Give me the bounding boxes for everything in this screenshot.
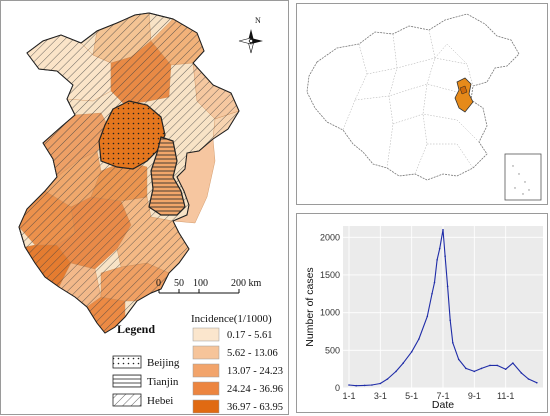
chart-y-tick-label: 2000 — [320, 232, 340, 242]
chart-data-point — [504, 368, 507, 370]
chart-data-point — [452, 342, 454, 344]
incidence-swatch-5 — [192, 399, 220, 414]
incidence-swatch-1 — [192, 327, 220, 342]
chart-x-axis: 1-1 3-1 5-1 7-1 9-1 11-1 — [342, 391, 514, 401]
chart-data-point — [442, 229, 444, 231]
chart-data-point — [433, 281, 436, 284]
incidence-class-label-5: 36.97 - 63.95 — [227, 402, 283, 413]
north-arrow-label: N — [255, 16, 261, 25]
chart-data-point — [480, 367, 483, 370]
incidence-class-1: 0.17 - 5.61 — [192, 327, 273, 342]
legend-title: Legend — [117, 322, 155, 336]
scale-bar: 0 50 100 200 km — [156, 278, 262, 294]
chart-y-tick-label: 0 — [335, 383, 340, 393]
chart-x-tick-label: 11-1 — [497, 391, 514, 401]
chart-data-point — [402, 362, 404, 364]
incidence-class-5: 36.97 - 63.95 — [192, 399, 283, 414]
incidence-class-label-1: 0.17 - 5.61 — [227, 330, 273, 341]
legend-beijing-label: Beijing — [147, 357, 180, 369]
chart-grid — [343, 226, 543, 389]
beijing-dot-pattern — [99, 101, 165, 169]
case-timeseries-chart: 0 500 1000 1500 2000 1-1 3-1 5-1 7-1 9-1 11-1 Dat… — [304, 226, 543, 411]
chart-data-point — [489, 364, 491, 367]
legend-hebei: Hebei — [112, 393, 173, 407]
chart-data-point — [449, 319, 451, 321]
incidence-swatch-3 — [192, 363, 220, 378]
chart-series-layer — [348, 229, 538, 387]
chart-data-point — [426, 315, 429, 318]
chart-data-point — [379, 382, 382, 385]
incidence-class-2: 5.62 - 13.06 — [192, 345, 278, 360]
incidence-class-4: 24.24 - 36.96 — [192, 381, 283, 396]
chart-x-tick-label: 9-1 — [468, 391, 481, 401]
chart-data-point — [473, 370, 476, 373]
hebei-hatch-overlay — [18, 12, 240, 334]
legend-tianjin: Tianjin — [112, 374, 179, 388]
chart-x-axis-title: Date — [432, 399, 454, 411]
scale-label-100: 100 — [193, 278, 208, 289]
chart-data-point — [410, 351, 413, 353]
chart-data-point — [363, 384, 366, 387]
china-inset-panel — [296, 3, 548, 205]
incidence-swatch-2 — [192, 345, 220, 360]
scale-label-50: 50 — [174, 278, 184, 289]
hebei-map-panel: N 0 50 100 200 km Legend Beijing Tianjin… — [0, 0, 289, 415]
incidence-class-label-2: 5.62 - 13.06 — [227, 348, 278, 359]
chart-y-axis: 0 500 1000 1500 2000 — [320, 232, 340, 393]
chart-data-point — [348, 384, 350, 386]
incidence-legend-title: Incidence(1/1000) — [191, 313, 272, 325]
chart-y-tick-label: 1500 — [320, 270, 340, 280]
chart-data-point — [465, 367, 467, 370]
chart-data-point — [520, 372, 523, 374]
beijing-inset-highlight — [459, 85, 468, 95]
china-inset-svg — [306, 13, 542, 201]
incidence-class-3: 13.07 - 24.23 — [192, 363, 283, 378]
chart-data-point — [444, 255, 446, 257]
chart-y-axis-title: Number of cases — [304, 267, 316, 346]
chart-y-tick-label: 500 — [325, 345, 340, 355]
incidence-class-label-3: 13.07 - 24.23 — [227, 366, 283, 377]
chart-data-point — [418, 338, 420, 340]
south-china-sea-inset — [504, 153, 542, 201]
chart-y-tick-label: 1000 — [320, 308, 340, 318]
hebei-map-svg: N 0 50 100 200 km Legend Beijing Tianjin… — [18, 12, 283, 414]
north-arrow-icon — [238, 29, 263, 54]
chart-x-tick-label: 7-1 — [436, 391, 449, 401]
chart-data-point — [431, 293, 433, 295]
chart-data-point — [512, 362, 514, 364]
scale-label-200: 200 km — [231, 278, 262, 289]
chart-data-point — [457, 358, 460, 361]
chart-data-point — [371, 384, 373, 386]
chart-x-tick-label: 3-1 — [374, 391, 387, 401]
case-timeseries-panel: 0 500 1000 1500 2000 1-1 3-1 5-1 7-1 9-1 11-1 Dat… — [296, 213, 548, 413]
chart-data-point — [446, 285, 449, 288]
chart-data-point — [536, 381, 538, 384]
chart-x-tick-label: 5-1 — [405, 391, 418, 401]
china-outline — [306, 13, 520, 181]
chart-data-point — [436, 259, 438, 261]
tianjin-line-pattern — [149, 137, 185, 215]
legend-beijing: Beijing — [112, 355, 180, 369]
chart-data-point — [386, 378, 389, 380]
scale-label-0: 0 — [156, 278, 161, 289]
chart-data-point — [355, 384, 357, 387]
incidence-class-label-4: 24.24 - 36.96 — [227, 384, 283, 395]
chart-data-point — [527, 378, 530, 380]
south-china-sea-islands — [512, 165, 530, 195]
chart-data-point — [438, 247, 441, 250]
legend-tianjin-label: Tianjin — [147, 376, 179, 388]
incidence-swatch-4 — [192, 381, 220, 396]
chart-x-tick-label: 1-1 — [342, 391, 355, 401]
province-borders — [342, 29, 480, 175]
chart-data-point — [496, 364, 498, 367]
beijing-tianjin-hebei-highlight — [454, 77, 474, 113]
legend-hebei-label: Hebei — [147, 395, 173, 407]
chart-data-point — [395, 370, 397, 373]
